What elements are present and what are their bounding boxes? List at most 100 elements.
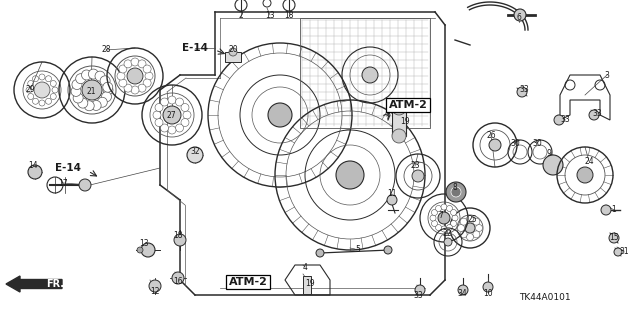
Circle shape (174, 234, 186, 246)
Text: 26: 26 (486, 130, 496, 139)
Circle shape (119, 79, 127, 87)
Circle shape (543, 155, 563, 175)
Circle shape (452, 215, 458, 221)
Circle shape (155, 103, 163, 112)
Circle shape (441, 204, 447, 210)
Circle shape (460, 218, 467, 225)
Text: 18: 18 (284, 11, 294, 19)
Circle shape (131, 86, 139, 94)
Circle shape (430, 215, 436, 221)
Circle shape (141, 243, 155, 257)
Text: 7: 7 (438, 211, 444, 219)
Circle shape (187, 147, 203, 163)
Circle shape (127, 68, 143, 84)
Circle shape (91, 100, 101, 110)
Text: 33: 33 (560, 115, 570, 124)
Circle shape (143, 79, 151, 87)
Circle shape (447, 205, 452, 211)
Circle shape (103, 85, 113, 95)
Text: 24: 24 (584, 157, 594, 166)
Text: 10: 10 (483, 288, 493, 298)
Text: 31: 31 (619, 247, 629, 256)
Circle shape (614, 248, 622, 256)
Circle shape (155, 118, 163, 127)
Text: 34: 34 (457, 288, 467, 298)
Circle shape (100, 76, 110, 86)
Text: 2: 2 (239, 11, 243, 20)
Text: 27: 27 (166, 110, 176, 120)
Circle shape (153, 111, 161, 119)
Circle shape (102, 92, 111, 102)
Circle shape (117, 72, 125, 80)
Text: 30: 30 (532, 138, 542, 147)
Circle shape (161, 124, 168, 132)
Circle shape (431, 220, 438, 226)
Text: 9: 9 (547, 150, 552, 159)
Circle shape (161, 98, 168, 106)
Text: 17: 17 (58, 179, 68, 188)
Text: FR.: FR. (46, 279, 64, 289)
Text: 21: 21 (86, 87, 96, 97)
Text: 16: 16 (173, 277, 183, 286)
Circle shape (181, 103, 189, 112)
Circle shape (441, 226, 447, 232)
Circle shape (81, 70, 92, 80)
Text: 14: 14 (28, 160, 38, 169)
Text: 5: 5 (356, 244, 360, 254)
Circle shape (138, 60, 146, 68)
Circle shape (88, 69, 99, 79)
Text: 19: 19 (305, 279, 315, 288)
Text: 12: 12 (150, 287, 160, 296)
Circle shape (435, 205, 442, 211)
Circle shape (268, 103, 292, 127)
Circle shape (451, 187, 461, 197)
Circle shape (119, 65, 127, 73)
Text: 33: 33 (592, 108, 602, 117)
Text: 32: 32 (190, 147, 200, 157)
Circle shape (601, 205, 611, 215)
Text: TK44A0101: TK44A0101 (519, 293, 571, 301)
Text: E-14: E-14 (55, 163, 81, 173)
Text: ATM-2: ATM-2 (228, 277, 268, 287)
Circle shape (483, 282, 493, 292)
Circle shape (467, 234, 474, 241)
Circle shape (71, 86, 81, 96)
Circle shape (34, 82, 50, 98)
Circle shape (473, 231, 480, 238)
Circle shape (435, 225, 442, 231)
Text: E-14: E-14 (182, 43, 208, 53)
Circle shape (362, 67, 378, 83)
Text: 1: 1 (612, 205, 616, 214)
Circle shape (473, 218, 480, 225)
Circle shape (589, 110, 599, 120)
Circle shape (392, 129, 406, 143)
Circle shape (229, 48, 237, 56)
Text: 28: 28 (101, 46, 111, 55)
Circle shape (76, 74, 86, 84)
Circle shape (514, 9, 526, 21)
Circle shape (438, 212, 450, 224)
Circle shape (163, 106, 181, 124)
Circle shape (124, 60, 132, 68)
Circle shape (175, 98, 184, 106)
Circle shape (183, 111, 191, 119)
Circle shape (336, 161, 364, 189)
Circle shape (168, 126, 176, 134)
Circle shape (95, 71, 105, 81)
Text: 3: 3 (605, 70, 609, 79)
Circle shape (181, 118, 189, 127)
Circle shape (465, 223, 475, 233)
Circle shape (467, 216, 474, 222)
Text: 18: 18 (173, 232, 183, 241)
Text: 30: 30 (510, 138, 520, 147)
Circle shape (145, 72, 153, 80)
Circle shape (517, 87, 527, 97)
Circle shape (387, 195, 397, 205)
Circle shape (97, 97, 108, 107)
Circle shape (72, 79, 82, 90)
Circle shape (28, 165, 42, 179)
Circle shape (175, 124, 184, 132)
Circle shape (451, 210, 456, 216)
Circle shape (131, 58, 139, 66)
Circle shape (431, 210, 438, 216)
